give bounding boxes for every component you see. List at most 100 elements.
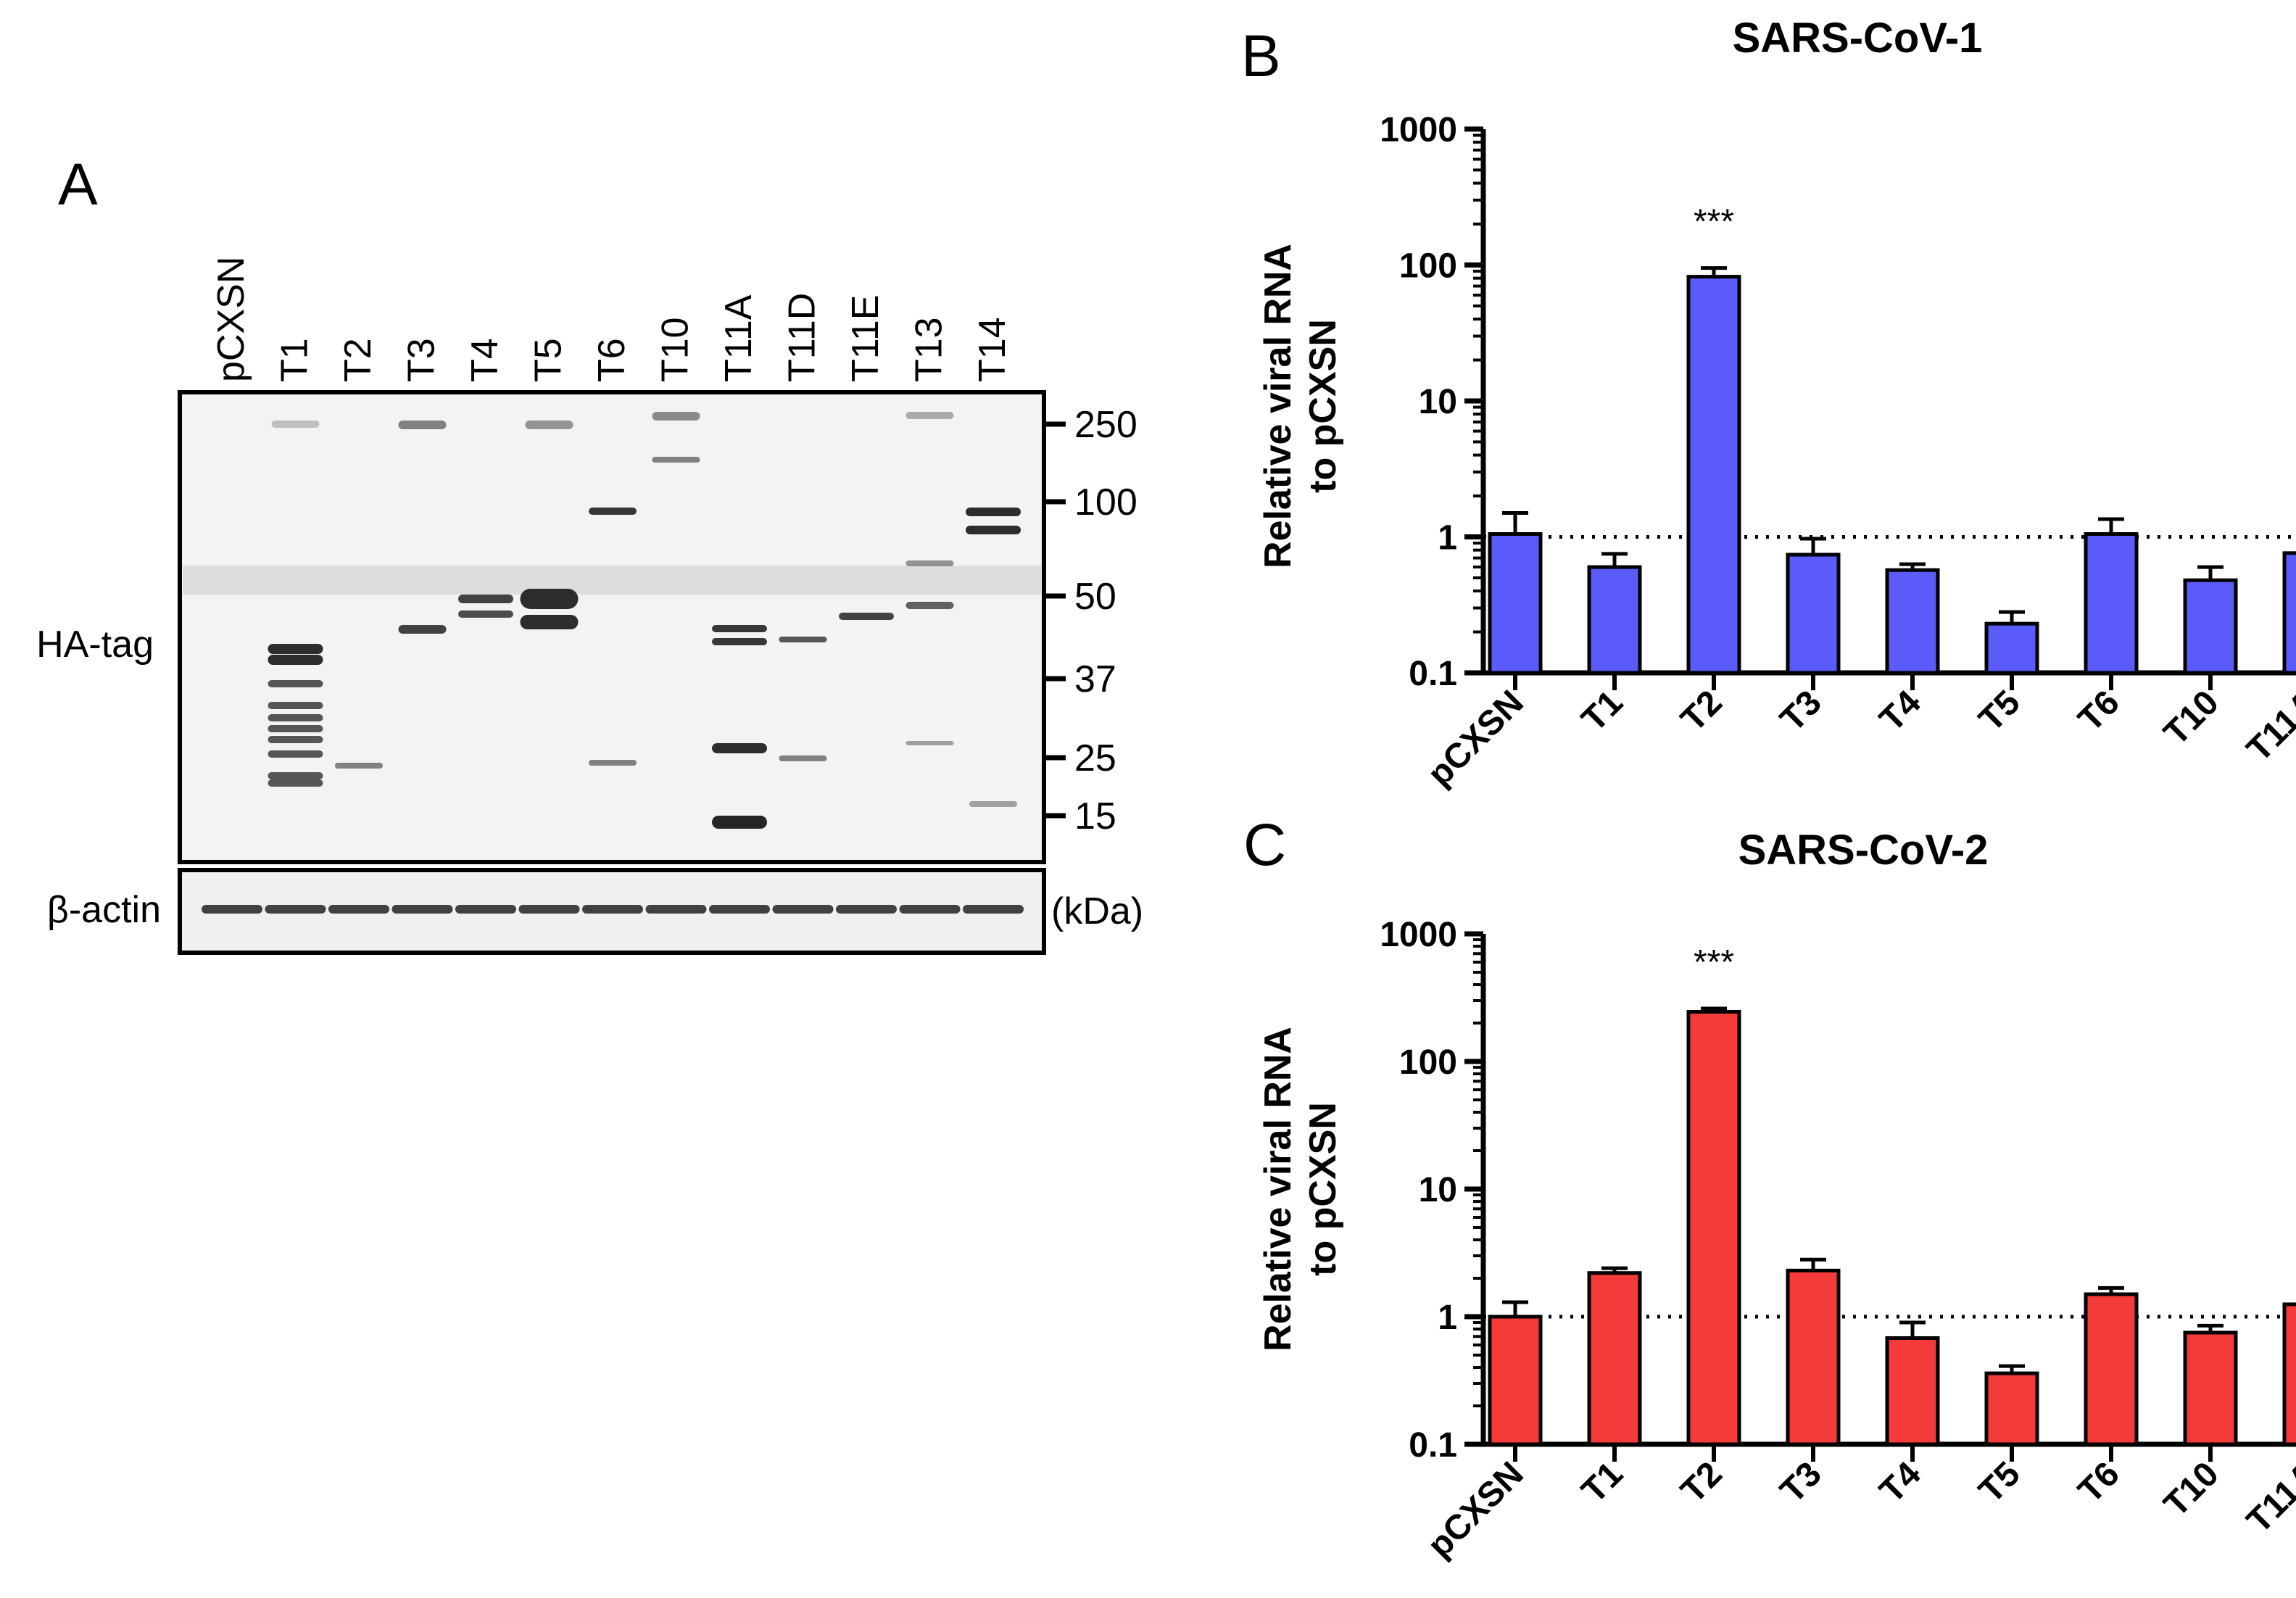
lane-label: T6 xyxy=(591,338,633,382)
y-axis-label: Relative viral RNA xyxy=(1257,1027,1299,1351)
y-tick-label: 100 xyxy=(1399,247,1457,286)
bar xyxy=(2183,1330,2238,1446)
blot-band xyxy=(335,763,383,769)
x-tick-label: T3 xyxy=(1773,683,1829,739)
panel-a-letter: A xyxy=(58,152,98,218)
actin-band xyxy=(772,905,834,914)
bar xyxy=(1488,1315,1543,1446)
panel-letter: B xyxy=(1241,23,1281,89)
lane-label: T13 xyxy=(908,317,950,382)
y-tick-label: 1 xyxy=(1438,519,1457,558)
bar xyxy=(1885,568,1940,675)
x-tick-label: pCXSN xyxy=(1420,683,1531,794)
panel-b-chart: B SARS-CoV-1 Relative viral RNA to pCXSN 0.1… xyxy=(1241,15,2296,794)
blot-band xyxy=(525,421,573,429)
blot-band xyxy=(779,637,827,642)
bar xyxy=(1686,1010,1741,1446)
y-tick-label: 1000 xyxy=(1380,916,1457,954)
bar xyxy=(1686,275,1741,675)
actin-band xyxy=(202,905,262,914)
actin-bands xyxy=(202,905,1024,914)
blot-band xyxy=(589,508,637,515)
actin-band xyxy=(328,905,389,914)
lane-label: T5 xyxy=(528,338,570,382)
x-tick-label: T11A xyxy=(2239,1454,2296,1541)
blot-band xyxy=(712,816,767,829)
lane-label: T11A xyxy=(718,294,760,382)
blot-band xyxy=(268,702,323,709)
blot-band xyxy=(966,526,1021,534)
significance-label: *** xyxy=(1694,203,1734,241)
bar xyxy=(2084,1292,2139,1446)
x-tick-label: T1 xyxy=(1575,683,1630,739)
lane-label: T11D xyxy=(782,293,824,382)
blot-band xyxy=(398,625,447,634)
panel-a: A pCXSN T1 T2 T3 T4 T5 T6 T10 T11A T11D T11E T13 T14… xyxy=(36,152,1143,955)
bar xyxy=(1786,1268,1841,1446)
x-tick-label: T3 xyxy=(1773,1454,1829,1510)
x-tick-label: T4 xyxy=(1873,683,1928,739)
blot-band xyxy=(268,655,323,665)
marker-label: 15 xyxy=(1074,795,1116,837)
actin-band xyxy=(455,905,516,914)
blot-band xyxy=(268,714,323,721)
actin-band xyxy=(518,905,580,914)
actin-band xyxy=(899,905,961,914)
blot-band xyxy=(969,801,1017,807)
beta-actin-label: β-actin xyxy=(47,889,161,931)
lane-label: T10 xyxy=(655,317,697,382)
lane-label: pCXSN xyxy=(210,257,252,382)
actin-band xyxy=(963,905,1024,914)
blot-band xyxy=(398,421,447,429)
marker-label: 50 xyxy=(1074,576,1116,618)
blot-band xyxy=(589,760,637,766)
actin-band xyxy=(709,905,770,914)
blot-band xyxy=(966,508,1021,516)
bar xyxy=(1984,1371,2039,1446)
y-tick-label: 1000 xyxy=(1380,111,1457,149)
kda-unit-label: (kDa) xyxy=(1051,890,1143,932)
chart-title: SARS-CoV-2 xyxy=(1738,827,1989,874)
actin-band xyxy=(265,905,326,914)
blot-bands xyxy=(183,412,1041,829)
blot-band xyxy=(268,772,323,779)
x-tick-label: T6 xyxy=(2071,683,2127,739)
actin-band xyxy=(391,905,453,914)
marker-label: 250 xyxy=(1074,404,1137,446)
y-tick-label: 0.1 xyxy=(1409,1426,1457,1465)
y-axis-label: Relative viral RNA xyxy=(1257,244,1299,568)
blot-band xyxy=(268,644,323,654)
blot-band xyxy=(905,560,954,566)
blot-band xyxy=(652,457,700,463)
blot-band xyxy=(520,589,579,609)
blot-band xyxy=(520,615,579,629)
lane-labels: pCXSN T1 T2 T3 T4 T5 T6 T10 T11A T11D T11E T13 T14 xyxy=(210,257,1014,382)
chart-title: SARS-CoV-1 xyxy=(1733,15,1983,62)
blot-band xyxy=(271,421,320,428)
x-tick-label: T10 xyxy=(2157,1454,2226,1524)
x-tick-label: T2 xyxy=(1674,683,1730,739)
lane-label: T11E xyxy=(845,295,887,382)
x-tick-label: T1 xyxy=(1575,1454,1630,1510)
blot-band xyxy=(712,625,767,632)
blot-band xyxy=(268,725,323,732)
bar xyxy=(1984,621,2039,675)
actin-band xyxy=(582,905,643,914)
marker-label: 25 xyxy=(1074,737,1116,779)
ha-tag-label: HA-tag xyxy=(36,624,154,666)
blot-band xyxy=(839,613,894,620)
x-tick-label: T2 xyxy=(1674,1454,1730,1510)
blot-band xyxy=(652,412,700,421)
bar xyxy=(2183,578,2238,675)
blot-band xyxy=(268,680,323,687)
x-tick-label: T11A xyxy=(2239,683,2296,769)
blot-band xyxy=(458,595,513,603)
blot-ha-tag xyxy=(178,390,1046,864)
blot-smear xyxy=(183,566,1041,595)
panel-c-chart: C SARS-CoV-2 Relative viral RNA to pCXSN 0.1… xyxy=(1243,812,2296,1565)
y-tick-label: 10 xyxy=(1419,383,1457,421)
blot-band xyxy=(458,610,513,618)
y-axis-label: to pCXSN xyxy=(1302,1102,1344,1276)
lane-label: T14 xyxy=(971,317,1014,382)
